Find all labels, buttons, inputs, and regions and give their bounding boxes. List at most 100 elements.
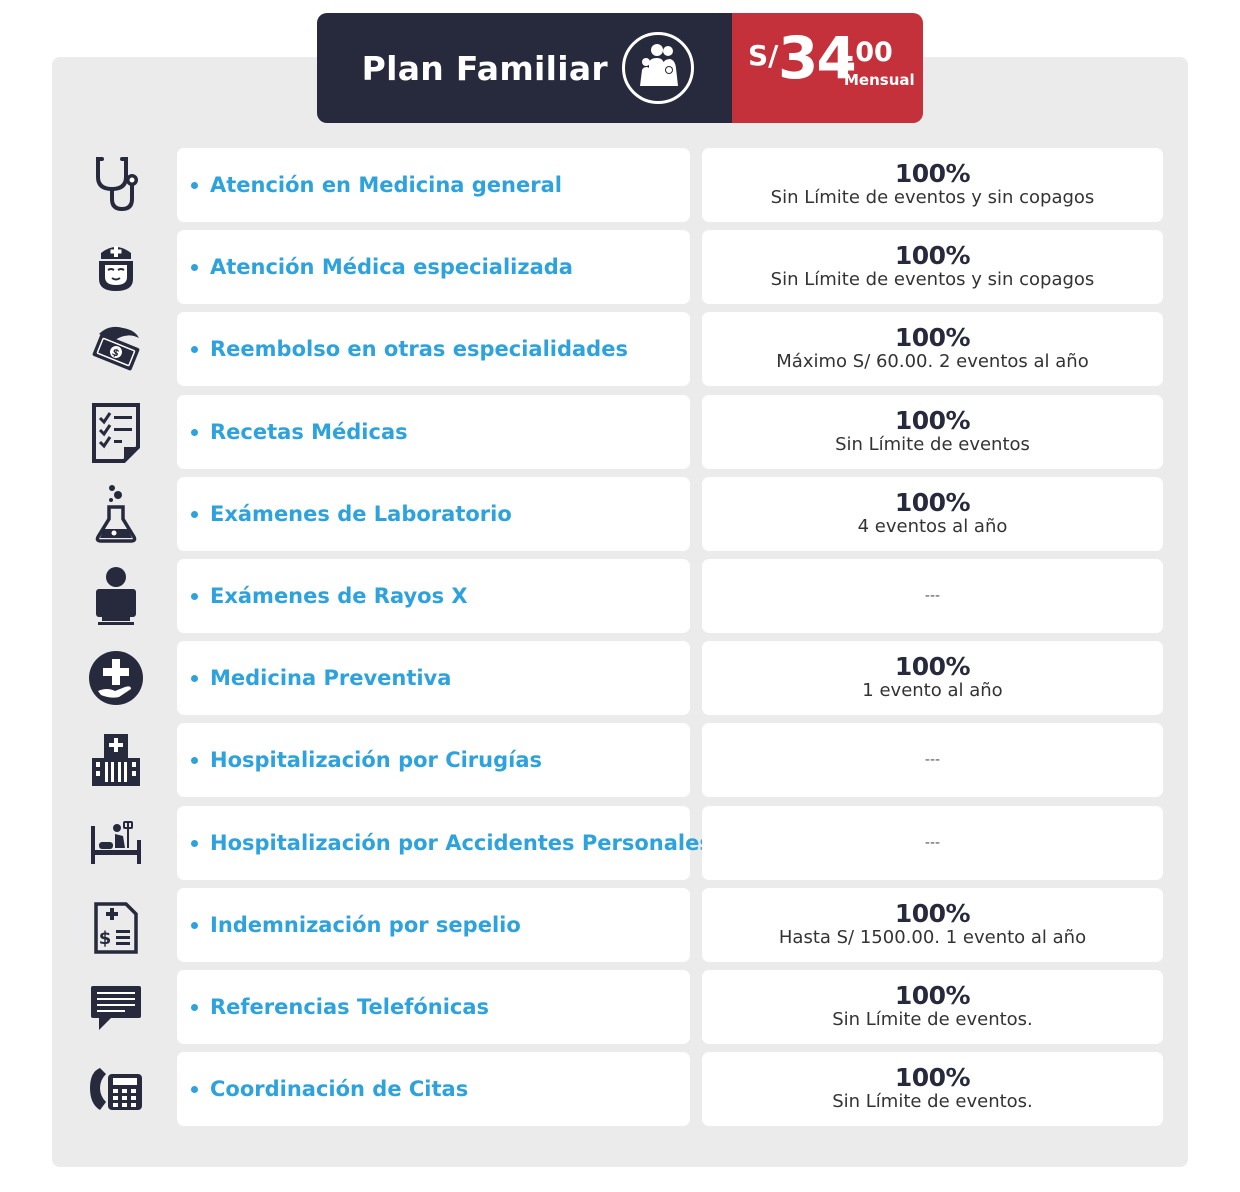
coverage-detail: 1 evento al año	[862, 680, 1003, 701]
benefit-row: Exámenes de Rayos X ---	[0, 559, 1240, 633]
coverage-detail: Sin Límite de eventos.	[832, 1091, 1033, 1112]
coverage-detail: Hasta S/ 1500.00. 1 evento al año	[778, 927, 1087, 948]
benefit-row: Referencias Telefónicas 100% Sin Límite de…	[0, 970, 1240, 1044]
not-covered-dash: ---	[924, 752, 941, 768]
not-covered-dash: ---	[924, 835, 941, 851]
family-icon	[622, 32, 694, 104]
plan-title-section: Plan Familiar	[317, 13, 732, 123]
bullet-icon	[191, 756, 198, 764]
plan-header: Plan Familiar S/ 34 .00 Mensual	[317, 13, 923, 123]
price-section: S/ 34 .00 Mensual	[732, 13, 923, 123]
money-hand-icon: $	[80, 318, 152, 380]
coverage-detail: 4 eventos al año	[857, 516, 1008, 537]
benefit-value-card: 100% Hasta S/ 1500.00. 1 evento al año	[702, 888, 1163, 962]
bullet-icon	[191, 181, 198, 189]
benefit-value-card: 100% Máximo S/ 60.00. 2 eventos al año	[702, 312, 1163, 386]
bullet-icon	[191, 839, 198, 847]
benefit-name: Hospitalización por Accidentes Personale…	[210, 831, 712, 855]
svg-text:$: $	[99, 928, 112, 949]
coverage-percent: 100%	[894, 159, 971, 188]
coverage-percent: 100%	[894, 1063, 971, 1092]
benefit-name: Exámenes de Rayos X	[210, 584, 468, 608]
benefit-value-card: 100% Sin Límite de eventos y sin copagos	[702, 230, 1163, 304]
benefit-value-card: 100% Sin Límite de eventos	[702, 395, 1163, 469]
benefit-name-card: Hospitalización por Cirugías	[177, 723, 690, 797]
hospital-icon	[80, 729, 152, 791]
cross-hand-icon	[80, 647, 152, 709]
benefit-name: Indemnización por sepelio	[210, 913, 521, 937]
xray-icon	[80, 565, 152, 627]
benefit-name: Atención en Medicina general	[210, 173, 562, 197]
coverage-detail: Máximo S/ 60.00. 2 eventos al año	[776, 351, 1089, 372]
bullet-icon	[191, 263, 198, 271]
benefit-name: Hospitalización por Cirugías	[210, 748, 543, 772]
bullet-icon	[191, 510, 198, 518]
nurse-icon	[80, 236, 152, 298]
price-currency: S/	[748, 39, 779, 72]
chat-icon	[80, 976, 152, 1038]
benefit-name-card: Indemnización por sepelio	[177, 888, 690, 962]
coverage-percent: 100%	[894, 323, 971, 352]
benefit-row: Atención en Medicina general 100% Sin Lími…	[0, 148, 1240, 222]
benefit-name: Atención Médica especializada	[210, 255, 573, 279]
benefit-row: Medicina Preventiva 100% 1 evento al año	[0, 641, 1240, 715]
coverage-percent: 100%	[894, 406, 971, 435]
stethoscope-icon	[80, 154, 152, 216]
bullet-icon	[191, 345, 198, 353]
svg-text:$: $	[110, 347, 121, 360]
flask-icon	[80, 483, 152, 545]
benefit-name-card: Hospitalización por Accidentes Personale…	[177, 806, 712, 880]
benefit-name-card: Reembolso en otras especialidades	[177, 312, 690, 386]
plan-title: Plan Familiar	[361, 48, 608, 88]
benefit-name-card: Atención en Medicina general	[177, 148, 690, 222]
benefit-name-card: Referencias Telefónicas	[177, 970, 690, 1044]
coverage-percent: 100%	[894, 981, 971, 1010]
coverage-percent: 100%	[894, 652, 971, 681]
coverage-detail: Sin Límite de eventos y sin copagos	[770, 187, 1095, 208]
benefit-row: Hospitalización por Accidentes Personale…	[0, 806, 1240, 880]
coverage-detail: Sin Límite de eventos	[835, 434, 1030, 455]
coverage-detail: Sin Límite de eventos.	[832, 1009, 1033, 1030]
bullet-icon	[191, 428, 198, 436]
benefit-name: Medicina Preventiva	[210, 666, 452, 690]
benefit-row: Coordinación de Citas 100% Sin Límite de e…	[0, 1052, 1240, 1126]
bullet-icon	[191, 674, 198, 682]
benefit-name-card: Exámenes de Rayos X	[177, 559, 690, 633]
benefit-value-card: 100% 4 eventos al año	[702, 477, 1163, 551]
benefit-name: Recetas Médicas	[210, 420, 408, 444]
benefit-row: Atención Médica especializada 100% Sin Lím…	[0, 230, 1240, 304]
benefit-name: Exámenes de Laboratorio	[210, 502, 512, 526]
price-cents: .00	[845, 37, 893, 68]
coverage-percent: 100%	[894, 488, 971, 517]
benefit-name-card: Atención Médica especializada	[177, 230, 690, 304]
bullet-icon	[191, 1003, 198, 1011]
benefit-value-card: 100% Sin Límite de eventos y sin copagos	[702, 148, 1163, 222]
invoice-icon: $	[80, 894, 152, 956]
price-amount: 34	[778, 24, 857, 92]
coverage-percent: 100%	[894, 899, 971, 928]
benefit-row: Recetas Médicas 100% Sin Límite de eventos	[0, 395, 1240, 469]
benefit-row: Hospitalización por Cirugías ---	[0, 723, 1240, 797]
price-period: Mensual	[844, 71, 915, 89]
benefit-value-card: ---	[702, 559, 1163, 633]
coverage-percent: 100%	[894, 241, 971, 270]
benefit-row: Exámenes de Laboratorio 100% 4 eventos al …	[0, 477, 1240, 551]
benefit-name-card: Exámenes de Laboratorio	[177, 477, 690, 551]
benefit-value-card: 100% Sin Límite de eventos.	[702, 1052, 1163, 1126]
benefit-value-card: 100% Sin Límite de eventos.	[702, 970, 1163, 1044]
bullet-icon	[191, 1085, 198, 1093]
benefit-value-card: ---	[702, 806, 1163, 880]
bullet-icon	[191, 592, 198, 600]
benefit-value-card: 100% 1 evento al año	[702, 641, 1163, 715]
not-covered-dash: ---	[924, 588, 941, 604]
benefit-name: Coordinación de Citas	[210, 1077, 469, 1101]
hospital-bed-icon	[80, 812, 152, 874]
benefit-name-card: Recetas Médicas	[177, 395, 690, 469]
benefit-row: $ Indemnización por sepelio 100% Hasta S/ 1…	[0, 888, 1240, 962]
benefit-name-card: Coordinación de Citas	[177, 1052, 690, 1126]
bullet-icon	[191, 921, 198, 929]
phone-icon	[80, 1058, 152, 1120]
coverage-detail: Sin Límite de eventos y sin copagos	[770, 269, 1095, 290]
checklist-icon	[80, 401, 152, 463]
benefit-name-card: Medicina Preventiva	[177, 641, 690, 715]
